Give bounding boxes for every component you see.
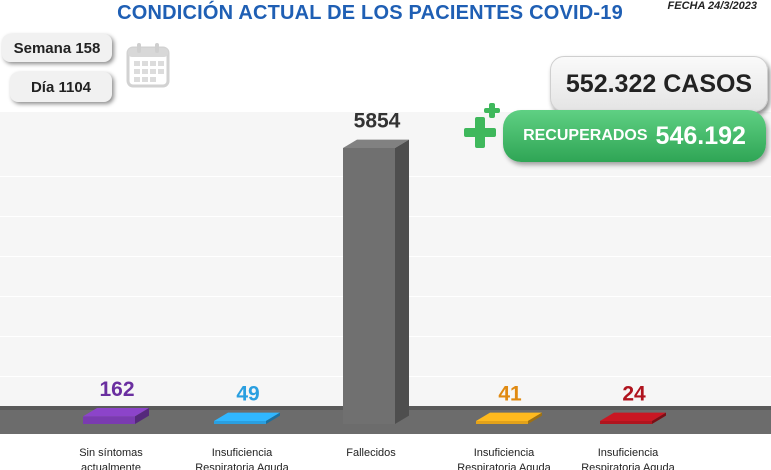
recovered-value: 546.192 (655, 121, 746, 150)
x-tick-label: Sin síntomas actualmente (79, 447, 143, 470)
bar-top (600, 412, 666, 421)
total-cases-badge: 552.322 CASOS (550, 56, 768, 112)
calendar-icon (126, 43, 170, 88)
bar-side (652, 412, 666, 424)
bar (476, 421, 528, 424)
page-title: CONDICIÓN ACTUAL DE LOS PACIENTES COVID-… (117, 2, 623, 24)
bar-side (395, 139, 409, 424)
day-badge: Día 1104 (10, 72, 112, 102)
data-label: 24 (622, 383, 646, 406)
bar-top (343, 139, 409, 148)
bar-top (476, 412, 542, 421)
data-label: 5854 (354, 110, 401, 133)
bar (600, 421, 652, 424)
recovered-label: RECUPERADOS (523, 127, 648, 144)
x-tick-label: Insuficiencia Respiratoria Aguda (195, 447, 289, 470)
data-label: 49 (236, 383, 259, 406)
x-tick-label: Fallecidos (346, 447, 396, 459)
bar-top (214, 412, 280, 421)
bar (343, 148, 395, 424)
bar-side (528, 412, 542, 424)
bar (83, 416, 135, 424)
data-label: 162 (99, 378, 134, 401)
bar (214, 421, 266, 424)
x-tick-label: Insuficiencia Respiratoria Aguda (581, 447, 675, 470)
data-label: 41 (498, 383, 522, 406)
bar-top (83, 407, 149, 417)
bar-side (135, 407, 149, 424)
week-badge: Semana 158 (2, 34, 112, 62)
date-label: FECHA 24/3/2023 (667, 0, 757, 12)
x-tick-label: Insuficiencia Respiratoria Aguda (457, 447, 551, 470)
recovered-badge: RECUPERADOS 546.192 (503, 110, 766, 162)
bar-side (266, 412, 280, 424)
